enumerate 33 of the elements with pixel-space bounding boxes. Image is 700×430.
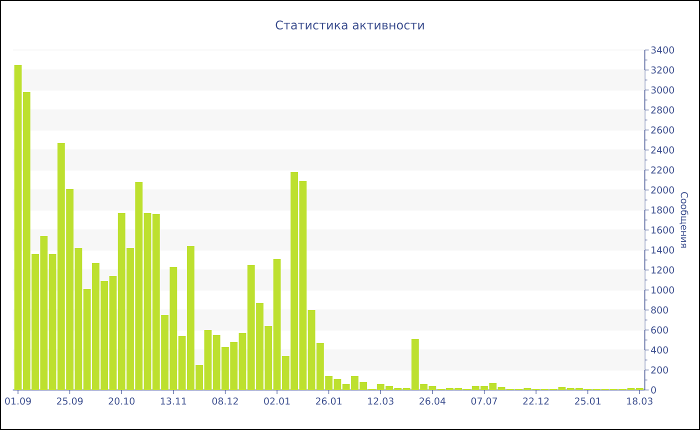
- x-tick-label: 22.12: [523, 398, 549, 405]
- x-tick-label: 20.10: [108, 398, 135, 405]
- x-tick-label: 13.11: [160, 398, 186, 405]
- x-tick-label: 25.01: [574, 398, 601, 405]
- y-tick-label: 1800: [652, 206, 674, 214]
- y-tick-label: 1200: [652, 266, 674, 274]
- y-tick-label: 2000: [651, 186, 674, 194]
- x-tick-label: 25.09: [56, 398, 83, 405]
- chart-title: Статистика активности: [276, 20, 424, 30]
- y-axis-title: Сообщения: [680, 192, 688, 248]
- x-tick-label: 26.04: [420, 398, 446, 405]
- y-tick-label: 200: [651, 366, 668, 374]
- y-tick-label: 2600: [651, 126, 674, 134]
- y-tick-label: 2400: [651, 146, 674, 154]
- x-tick-label: 26.01: [316, 398, 342, 405]
- x-tick-label: 02.01: [264, 398, 290, 405]
- x-tick-label: 18.03: [627, 398, 652, 405]
- y-tick-label: 800: [651, 306, 668, 314]
- y-tick-label: 3200: [651, 66, 674, 74]
- y-tick-label: 1400: [652, 246, 674, 254]
- y-tick-label: 2200: [651, 166, 674, 174]
- x-tick-label: 08.12: [212, 398, 238, 405]
- y-tick-label: 400: [651, 346, 668, 354]
- y-tick-label: 0: [651, 386, 656, 394]
- y-tick-label: 1600: [652, 226, 674, 234]
- x-tick-label: 01.09: [5, 398, 31, 405]
- y-tick-label: 2800: [651, 106, 674, 114]
- x-tick-label: 07.07: [471, 398, 497, 405]
- y-tick-label: 600: [651, 326, 668, 334]
- y-tick-label: 1000: [652, 286, 674, 294]
- y-tick-label: 3000: [651, 86, 674, 94]
- x-tick-label: 12.03: [368, 398, 394, 405]
- y-tick-label: 3400: [651, 46, 674, 54]
